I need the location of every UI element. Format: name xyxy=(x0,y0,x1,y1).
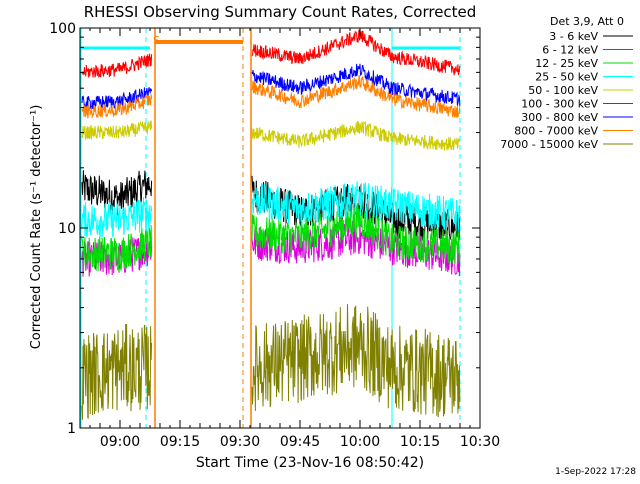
x-axis-label: Start Time (23-Nov-16 08:50:42) xyxy=(196,455,424,471)
legend-label-7: 800 - 7000 keV xyxy=(514,125,598,138)
x-tick-label: 09:45 xyxy=(280,434,320,450)
series-line-7-0 xyxy=(81,94,153,119)
series-6 xyxy=(81,63,461,110)
series-line-7-1 xyxy=(251,74,461,118)
legend-title: Det 3,9, Att 0 xyxy=(550,15,624,28)
x-tick-label: 09:30 xyxy=(220,434,260,450)
series-line-6-0 xyxy=(81,87,153,110)
series-line-5-0 xyxy=(81,53,153,78)
axis-layer: 1 10 100 09:00 09:15 09:30 09:45 10:00 10:15 10:3… xyxy=(49,21,500,450)
series-line-2-1 xyxy=(251,203,461,265)
x-tick-label: 09:00 xyxy=(100,434,140,450)
x-tick-label: 09:15 xyxy=(160,434,200,450)
series-line-2-0 xyxy=(81,224,153,272)
series-line-8-1 xyxy=(251,304,461,418)
series-layer xyxy=(81,29,461,420)
series-line-8-0 xyxy=(81,323,153,420)
series-line-3-0 xyxy=(81,197,153,238)
y-tick-label: 100 xyxy=(49,21,76,37)
legend-label-5: 100 - 300 keV xyxy=(521,98,598,111)
series-line-4-1 xyxy=(251,120,461,151)
series-8 xyxy=(81,304,461,420)
legend-label-1: 6 - 12 keV xyxy=(542,44,598,57)
legend-label-6: 300 - 800 keV xyxy=(521,111,598,124)
series-7 xyxy=(81,74,461,119)
series-3 xyxy=(81,181,461,238)
series-line-3-1 xyxy=(251,181,461,232)
x-tick-label: 10:15 xyxy=(400,434,440,450)
series-4 xyxy=(81,120,461,151)
series-5 xyxy=(81,29,461,78)
series-line-0-0 xyxy=(81,170,153,216)
legend-label-8: 7000 - 15000 keV xyxy=(500,138,598,151)
series-2 xyxy=(81,203,461,272)
legend-label-3: 25 - 50 keV xyxy=(535,71,598,84)
chart-title: RHESSI Observing Summary Count Rates, Co… xyxy=(84,3,477,21)
x-tick-label: 10:30 xyxy=(460,434,500,450)
footer-timestamp: 1-Sep-2022 17:28 xyxy=(555,467,636,477)
y-tick-label: 10 xyxy=(58,221,76,237)
series-line-6-1 xyxy=(251,63,461,107)
series-line-4-0 xyxy=(81,120,153,140)
y-axis-label: Corrected Count Rate (s⁻¹ detector⁻¹) xyxy=(29,105,44,350)
x-tick-label: 10:00 xyxy=(340,434,380,450)
saa-marker-label: S xyxy=(153,34,160,47)
series-line-5-1 xyxy=(251,29,461,76)
legend-label-0: 3 - 6 keV xyxy=(549,30,598,43)
legend-label-4: 50 - 100 keV xyxy=(528,84,598,97)
legend-label-2: 12 - 25 keV xyxy=(535,57,598,70)
y-tick-label: 1 xyxy=(67,421,76,437)
